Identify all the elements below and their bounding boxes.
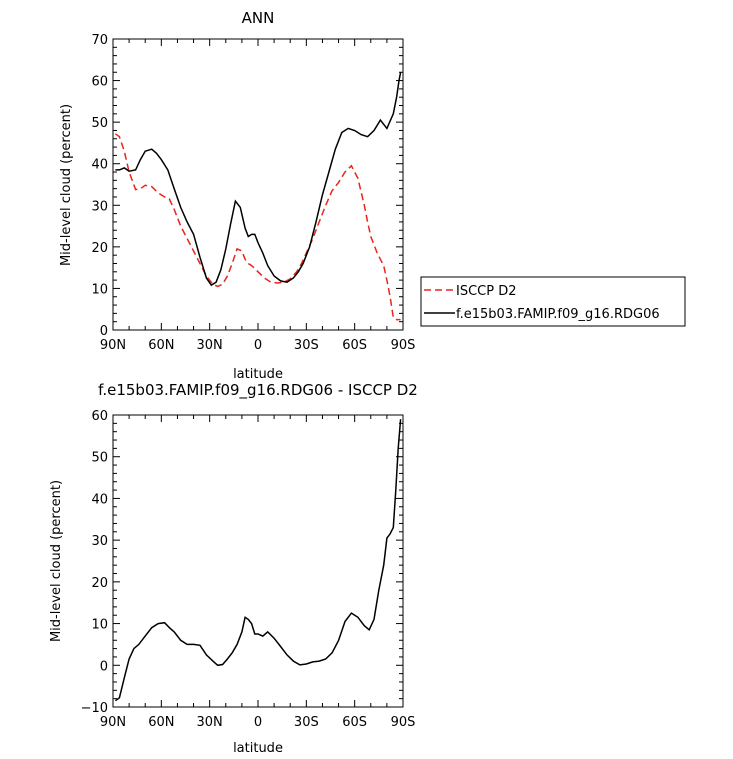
- bottom-plot-frame: [112, 414, 404, 708]
- top-plot-x-axis-title: latitude: [233, 367, 283, 382]
- bottom-y-tick-label: 60: [91, 409, 108, 424]
- bottom-y-tick-label: 0: [100, 659, 108, 674]
- top-y-tick-label: 0: [100, 324, 108, 339]
- bottom-x-tick-label: 90S: [391, 715, 416, 730]
- isccp-d2-series-line: [114, 133, 401, 321]
- bottom-y-tick-label: 20: [91, 576, 108, 591]
- model-series-line: [115, 72, 402, 287]
- top-y-tick-label: 20: [91, 241, 108, 256]
- legend: ISCCP D2 f.e15b03.FAMIP.f09_g16.RDG06: [420, 276, 686, 327]
- top-y-tick-label: 10: [91, 282, 108, 297]
- top-plot-y-axis-title: Mid-level cloud (percent): [59, 104, 74, 266]
- bottom-y-tick-label: −10: [81, 701, 108, 716]
- bottom-plot-ticks: [112, 414, 404, 708]
- top-y-tick-label: 60: [91, 75, 108, 90]
- top-x-tick-label: 0: [254, 338, 262, 353]
- bottom-y-tick-label: 40: [91, 492, 108, 507]
- legend-label-isccp-d2: ISCCP D2: [456, 284, 517, 299]
- bottom-x-tick-label: 60S: [342, 715, 367, 730]
- top-x-tick-label: 90S: [391, 338, 416, 353]
- bottom-x-tick-label: 60N: [148, 715, 174, 730]
- top-plot-ticks: [112, 38, 404, 331]
- bottom-x-tick-label: 90N: [100, 715, 126, 730]
- top-plot-y-tick-labels: 0 10 20 30 40 50 60 70: [91, 33, 108, 339]
- bottom-plot-y-axis-title: Mid-level cloud (percent): [49, 480, 64, 642]
- top-x-tick-label: 60S: [342, 338, 367, 353]
- bottom-y-tick-label: 30: [91, 534, 108, 549]
- top-y-tick-label: 70: [91, 33, 108, 48]
- legend-box: [420, 276, 686, 327]
- bottom-plot-title: f.e15b03.FAMIP.f09_g16.RDG06 - ISCCP D2: [98, 381, 418, 400]
- bottom-y-tick-label: 10: [91, 618, 108, 633]
- legend-label-model: f.e15b03.FAMIP.f09_g16.RDG06: [456, 307, 660, 322]
- bottom-plot-x-tick-labels: 90N 60N 30N 0 30S 60S 90S: [100, 715, 416, 730]
- top-x-tick-label: 30S: [294, 338, 319, 353]
- top-y-tick-label: 40: [91, 158, 108, 173]
- top-y-tick-label: 30: [91, 199, 108, 214]
- bottom-plot-series: [114, 419, 402, 702]
- top-x-tick-label: 60N: [148, 338, 174, 353]
- difference-series-line: [114, 419, 402, 702]
- top-plot-x-tick-labels: 90N 60N 30N 0 30S 60S 90S: [100, 338, 416, 353]
- top-y-tick-label: 50: [91, 116, 108, 131]
- top-plot-series: [114, 72, 402, 321]
- bottom-y-tick-label: 50: [91, 451, 108, 466]
- bottom-plot-x-axis-title: latitude: [233, 741, 283, 756]
- bottom-x-tick-label: 30N: [197, 715, 223, 730]
- top-x-tick-label: 30N: [197, 338, 223, 353]
- bottom-x-tick-label: 0: [254, 715, 262, 730]
- bottom-plot-y-tick-labels: −10 0 10 20 30 40 50 60: [81, 409, 108, 716]
- bottom-x-tick-label: 30S: [294, 715, 319, 730]
- top-plot-title: ANN: [242, 9, 275, 27]
- bottom-plot: f.e15b03.FAMIP.f09_g16.RDG06 - ISCCP D2 …: [49, 381, 418, 756]
- top-x-tick-label: 90N: [100, 338, 126, 353]
